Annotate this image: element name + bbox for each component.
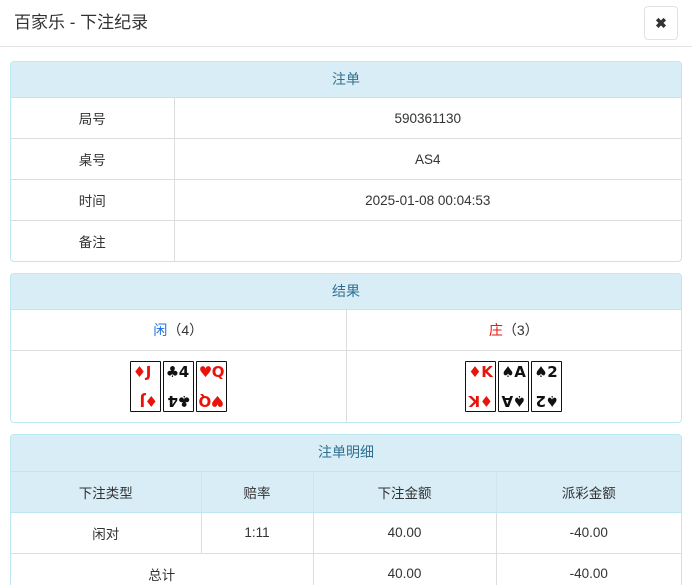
detail-odds: 1:11 <box>200 511 313 554</box>
banker-result-cell: 庄（3） <box>345 310 681 351</box>
card-corner-bottom: ♦K <box>469 392 494 411</box>
card-corner-top: ♥Q <box>198 363 225 382</box>
table-row: 局号 590361130 <box>11 98 681 139</box>
card-corner-top: ♦J <box>132 363 152 382</box>
result-heading: 结果 <box>11 274 681 311</box>
detail-bet-amount: 40.00 <box>312 511 496 554</box>
total-bet-amount: 40.00 <box>312 552 496 585</box>
card-corner-bottom: ♥Q <box>198 392 224 411</box>
bet-slip-value-table: AS4 <box>173 138 681 180</box>
player-points: （4） <box>167 322 204 339</box>
banker-card-2: ♠A ♠A <box>498 361 530 413</box>
player-side-label: 闲 <box>153 322 168 339</box>
player-card-2: ♣4 ♣4 <box>162 361 194 413</box>
close-button[interactable]: ✖ <box>644 6 678 40</box>
banker-side-label: 庄 <box>488 322 503 339</box>
bet-slip-label-time: 时间 <box>11 179 174 221</box>
bet-slip-panel: 注单 局号 590361130 桌号 AS4 时间 2025-01-08 00:… <box>10 61 682 263</box>
bet-slip-label-remark: 备注 <box>11 220 174 262</box>
table-row: 桌号 AS4 <box>11 138 681 180</box>
column-header-odds: 赔率 <box>200 471 313 513</box>
card-corner-bottom: ♠2 <box>536 392 560 411</box>
banker-card-1: ♦K ♦K <box>465 361 497 413</box>
table-row: 时间 2025-01-08 00:04:53 <box>11 179 681 221</box>
column-header-type: 下注类型 <box>11 471 201 513</box>
detail-bet-type: 闲对 <box>11 511 201 554</box>
total-payout-amount: -40.00 <box>495 552 681 585</box>
card-corner-bottom: ♠A <box>502 392 527 411</box>
player-result-cell: 闲（4） <box>11 310 346 351</box>
table-row: 闲（4） 庄（3） <box>11 310 681 351</box>
card-corner-top: ♦K <box>468 363 493 382</box>
dialog-titlebar: 百家乐 - 下注纪录 ✖ <box>0 0 692 47</box>
table-row: ♦J ♦J ♣4 ♣4 ♥Q ♥Q ♦K ♦K ♠A ♠A ♠2 ♠2 <box>11 350 681 423</box>
bet-slip-label-round: 局号 <box>78 112 106 128</box>
detail-heading: 注单明细 <box>11 435 681 472</box>
table-row: 闲对 1:11 40.00 -40.00 <box>11 511 681 554</box>
banker-points: （3） <box>502 322 539 339</box>
detail-panel: 注单明细 下注类型 赔率 下注金额 派彩金额 闲对 1:11 40.00 -40… <box>10 434 682 585</box>
player-card-3: ♥Q ♥Q <box>195 361 227 413</box>
table-row: 备注 <box>11 220 681 262</box>
card-corner-top: ♣4 <box>165 363 189 382</box>
card-corner-top: ♠A <box>501 363 526 382</box>
bet-slip-heading: 注单 <box>11 62 681 99</box>
dialog-body: 注单 局号 590361130 桌号 AS4 时间 2025-01-08 00:… <box>0 47 692 585</box>
total-label: 总计 <box>11 552 313 585</box>
close-icon: ✖ <box>655 15 667 31</box>
bet-slip-value-remark <box>173 220 681 262</box>
bet-slip-value-round: 590361130 <box>173 98 681 139</box>
player-card-1: ♦J ♦J <box>129 361 161 413</box>
bet-slip-value-time: 2025-01-08 00:04:53 <box>173 179 681 221</box>
player-cards: ♦J ♦J ♣4 ♣4 ♥Q ♥Q <box>19 361 338 413</box>
banker-cards-cell: ♦K ♦K ♠A ♠A ♠2 ♠2 <box>345 350 681 423</box>
banker-cards: ♦K ♦K ♠A ♠A ♠2 ♠2 <box>355 361 674 413</box>
result-table: 闲（4） 庄（3） ♦J ♦J ♣4 ♣4 ♥Q ♥Q ♦K ♦K ♠A ♠A ♠2 ♠2 <box>11 310 681 423</box>
detail-table: 下注类型 赔率 下注金额 派彩金额 闲对 1:11 40.00 -40.00 总… <box>11 471 681 585</box>
detail-payout-amount: -40.00 <box>495 511 681 554</box>
bet-slip-table: 局号 590361130 桌号 AS4 时间 2025-01-08 00:04:… <box>11 98 681 262</box>
banker-card-3: ♠2 ♠2 <box>531 361 563 413</box>
page-title: 百家乐 - 下注纪录 <box>14 12 149 32</box>
card-corner-bottom: ♦J <box>139 392 158 411</box>
result-panel: 结果 闲（4） 庄（3） ♦J ♦J ♣4 ♣4 ♥Q ♥Q ♦K ♦K ♠A ♠A ♠2 ♠2 <box>10 273 682 424</box>
table-header-row: 下注类型 赔率 下注金额 派彩金额 <box>11 471 681 513</box>
column-header-payout: 派彩金额 <box>495 471 681 513</box>
column-header-bet: 下注金额 <box>312 471 496 513</box>
card-corner-bottom: ♣4 <box>167 392 191 411</box>
card-corner-top: ♠2 <box>534 363 558 382</box>
player-cards-cell: ♦J ♦J ♣4 ♣4 ♥Q ♥Q <box>11 350 346 423</box>
table-row-total: 总计 40.00 -40.00 <box>11 552 681 585</box>
bet-slip-label-table: 桌号 <box>11 138 174 180</box>
